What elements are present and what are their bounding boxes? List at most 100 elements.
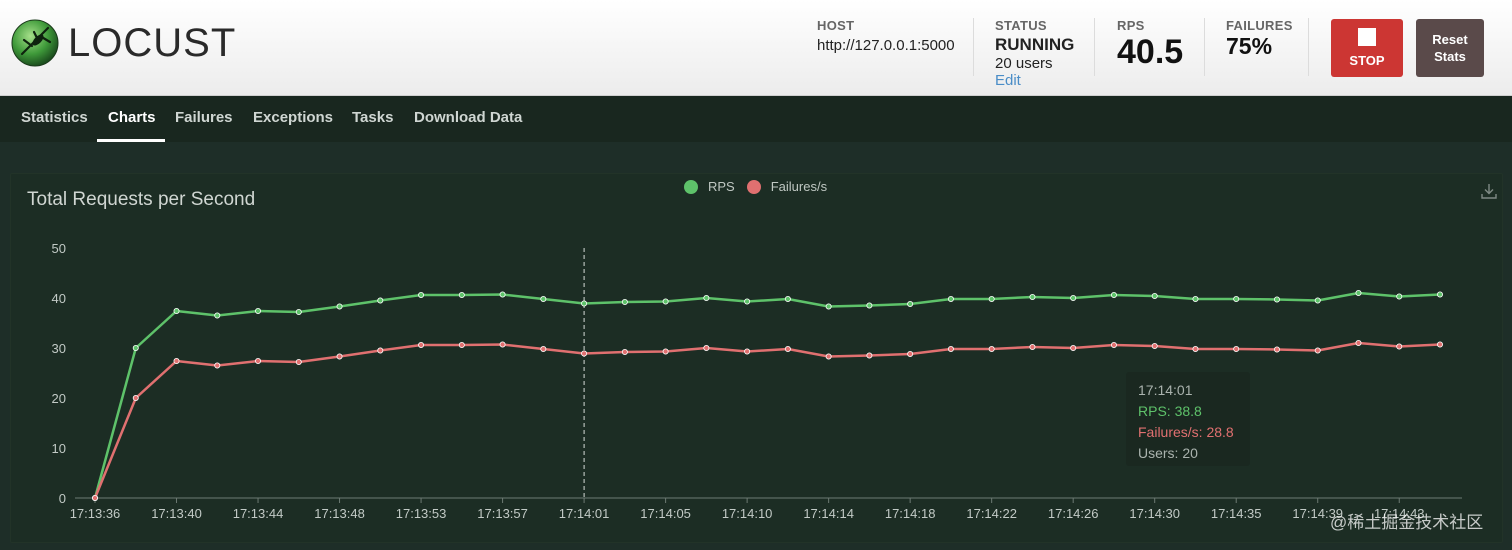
y-tick-label: 50 <box>52 241 66 256</box>
failures-data-point <box>540 345 547 352</box>
rps-data-point <box>1192 295 1199 302</box>
x-tick-label: 17:14:26 <box>1048 506 1099 521</box>
chart-panel <box>10 173 1503 543</box>
rps-data-point <box>662 298 669 305</box>
rps-data-point <box>703 294 710 301</box>
tab-statistics[interactable]: Statistics <box>21 109 88 126</box>
x-tick-label: 17:14:05 <box>640 506 691 521</box>
failures-label: FAILURES <box>1226 18 1293 33</box>
rps-data-point <box>418 291 425 298</box>
rps-data-point <box>744 298 751 305</box>
tooltip-rps: RPS: 38.8 <box>1138 403 1202 419</box>
watermark: @稀土掘金技术社区 <box>1330 513 1484 532</box>
x-tick-label: 17:13:53 <box>396 506 447 521</box>
failures-data-point <box>662 348 669 355</box>
rps-data-point <box>1110 291 1117 298</box>
chart-title: Total Requests per Second <box>27 189 256 210</box>
failures-data-point <box>92 494 99 501</box>
failures-data-point <box>1029 343 1036 350</box>
locust-icon <box>11 19 59 67</box>
header-divider <box>1308 18 1309 76</box>
rps-data-point <box>336 303 343 310</box>
failures-data-point <box>1437 341 1444 348</box>
failures-data-point <box>418 341 425 348</box>
x-tick-label: 17:13:57 <box>477 506 528 521</box>
x-tick-label: 17:14:22 <box>966 506 1017 521</box>
header: LOCUST HOST http://127.0.0.1:5000 STATUS… <box>0 0 1512 96</box>
x-tick-label: 17:14:43 <box>1374 506 1425 521</box>
header-divider <box>1094 18 1095 76</box>
tab-bar: Statistics Charts Failures Exceptions Ta… <box>0 96 1512 142</box>
failures-data-point <box>377 347 384 354</box>
x-tick-label: 17:14:39 <box>1292 506 1343 521</box>
stop-button[interactable]: STOP <box>1331 19 1403 77</box>
chart-tooltip: 17:14:01 RPS: 38.8 Failures/s: 28.8 User… <box>1126 372 1250 466</box>
rps-data-point <box>1355 289 1362 296</box>
tab-download-data[interactable]: Download Data <box>414 109 523 126</box>
failures-data-point <box>255 357 262 364</box>
rps-data-point <box>1070 294 1077 301</box>
failures-data-point <box>173 357 180 364</box>
failures-data-point <box>1233 345 1240 352</box>
rps-data-point <box>1233 295 1240 302</box>
failures-data-point <box>336 353 343 360</box>
tab-charts[interactable]: Charts <box>108 109 156 126</box>
rps-data-point <box>1151 292 1158 299</box>
failures-data-point <box>621 348 628 355</box>
failures-data-point <box>581 350 588 357</box>
failures-value: 75% <box>1226 33 1273 59</box>
edit-link[interactable]: Edit <box>995 72 1021 89</box>
failures-data-point <box>1273 346 1280 353</box>
rps-data-point <box>377 297 384 304</box>
host-stat: HOST http://127.0.0.1:5000 <box>817 18 955 54</box>
rps-data-point <box>866 302 873 309</box>
download-icon[interactable] <box>1480 182 1498 200</box>
legend-dot-failures <box>746 179 761 194</box>
failures-data-point <box>214 362 221 369</box>
failures-data-point <box>744 348 751 355</box>
x-tick-label: 17:13:48 <box>314 506 365 521</box>
rps-data-point <box>621 298 628 305</box>
failures-data-point <box>1070 344 1077 351</box>
rps-data-point <box>1273 296 1280 303</box>
legend-item-failures[interactable]: Failures/s <box>746 179 827 194</box>
failures-stat: FAILURES 75% <box>1226 18 1293 60</box>
host-label: HOST <box>817 18 855 33</box>
failures-data-point <box>703 344 710 351</box>
status-stat: STATUS RUNNING 20 users Edit <box>995 18 1074 89</box>
reset-stats-button[interactable]: Reset Stats <box>1416 19 1484 77</box>
reset-label-line1: Reset <box>1432 32 1468 47</box>
failures-data-point <box>947 345 954 352</box>
rps-data-point <box>825 303 832 310</box>
failures-data-point <box>1396 343 1403 350</box>
rps-data-point <box>499 291 506 298</box>
x-tick-label: 17:14:14 <box>803 506 854 521</box>
rps-data-point <box>295 308 302 315</box>
tab-exceptions[interactable]: Exceptions <box>253 109 334 126</box>
failures-data-point <box>499 341 506 348</box>
locust-logo[interactable]: LOCUST <box>10 18 236 68</box>
tab-tasks[interactable]: Tasks <box>352 109 394 126</box>
legend-label-rps: RPS <box>708 179 735 194</box>
rps-data-point <box>173 307 180 314</box>
chart-legend: RPS Failures/s <box>684 179 839 194</box>
rps-data-point <box>1029 293 1036 300</box>
failures-data-point <box>825 353 832 360</box>
reset-label-line2: Stats <box>1434 49 1466 64</box>
status-users: 20 users <box>995 55 1053 72</box>
rps-series-line <box>93 291 1441 499</box>
status-value: RUNNING <box>995 35 1075 54</box>
x-tick-label: 17:13:36 <box>70 506 121 521</box>
failures-data-point <box>1355 339 1362 346</box>
failures-data-point <box>295 358 302 365</box>
x-tick-label: 17:13:40 <box>151 506 202 521</box>
rps-data-point <box>214 312 221 319</box>
rps-data-point <box>255 307 262 314</box>
legend-item-rps[interactable]: RPS <box>684 179 735 194</box>
x-tick-label: 17:14:18 <box>885 506 936 521</box>
tab-failures[interactable]: Failures <box>175 109 233 126</box>
rps-data-point <box>947 295 954 302</box>
host-value: http://127.0.0.1:5000 <box>817 37 955 54</box>
logo-text: LOCUST <box>68 20 237 65</box>
